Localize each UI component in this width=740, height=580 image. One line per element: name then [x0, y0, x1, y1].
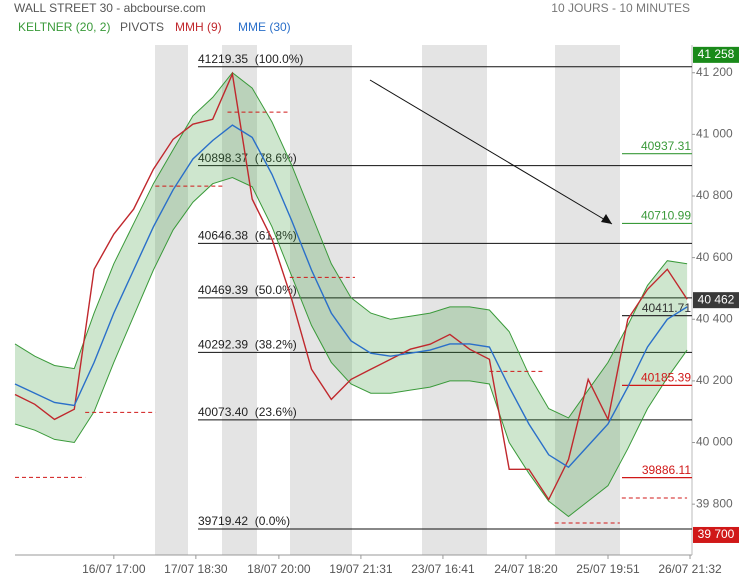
band-upper [14, 72, 688, 419]
price-marker [693, 46, 739, 63]
shade [555, 45, 620, 555]
x-tick-label: 18/07 20:00 [247, 562, 311, 576]
shade [290, 45, 352, 555]
pivot-label: 40185.39 [641, 371, 691, 385]
shade [155, 45, 188, 555]
x-tick-label: 25/07 19:51 [576, 562, 640, 576]
fib-label: 40292.39 (38.2%) [198, 338, 297, 352]
fib-label: 41219.35 (100.0%) [198, 52, 303, 66]
fib-label: 39719.42 (0.0%) [198, 514, 290, 528]
price-marker-label: 39 700 [698, 527, 735, 541]
y-tick-label: 40 800 [696, 188, 733, 202]
y-tick-label: 40 000 [696, 435, 733, 449]
chart-title: WALL STREET 30 - abcbourse.com [14, 1, 206, 15]
y-tick-label: 40 400 [696, 311, 733, 325]
price-marker-label: 40 462 [698, 292, 735, 306]
pivot-label: 40411.71 [642, 301, 691, 315]
fib-label: 40898.37 (78.6%) [198, 151, 297, 165]
arrow-head [601, 214, 612, 224]
trend-arrow [369, 79, 613, 225]
fib-label: 40073.40 (23.6%) [198, 405, 297, 419]
chart-subtitle: 10 JOURS - 10 MINUTES [551, 1, 690, 15]
legend-entry: MME (30) [238, 20, 291, 34]
legend-entry: KELTNER (20, 2) [18, 20, 110, 34]
x-tick-label: 16/07 17:00 [82, 562, 146, 576]
x-tick-label: 23/07 16:41 [411, 562, 475, 576]
x-tick-label: 19/07 21:31 [329, 562, 393, 576]
pivot-label: 40937.31 [641, 139, 691, 153]
y-tick-label: 40 200 [696, 373, 733, 387]
y-tick-label: 41 000 [696, 127, 733, 141]
series-line [14, 71, 688, 501]
y-tick-label: 41 200 [696, 65, 733, 79]
x-tick-label: 24/07 18:20 [494, 562, 558, 576]
x-tick-label: 26/07 21:32 [658, 562, 722, 576]
shade [422, 45, 487, 555]
legend-entry: PIVOTS [120, 20, 164, 34]
y-tick-label: 40 600 [696, 250, 733, 264]
legend-entry: MMH (9) [175, 20, 222, 34]
session-shading [155, 45, 620, 555]
price-marker-label: 41 258 [698, 47, 735, 61]
band-lower [14, 176, 688, 518]
x-tick-label: 17/07 18:30 [164, 562, 228, 576]
y-tick-label: 39 800 [696, 496, 733, 510]
series-line [14, 124, 688, 469]
price-marker [693, 526, 739, 543]
pivot-label: 39886.11 [642, 463, 691, 477]
price-marker [693, 292, 739, 309]
fib-label: 40469.39 (50.0%) [198, 283, 297, 297]
pivot-label: 40710.99 [641, 209, 691, 223]
